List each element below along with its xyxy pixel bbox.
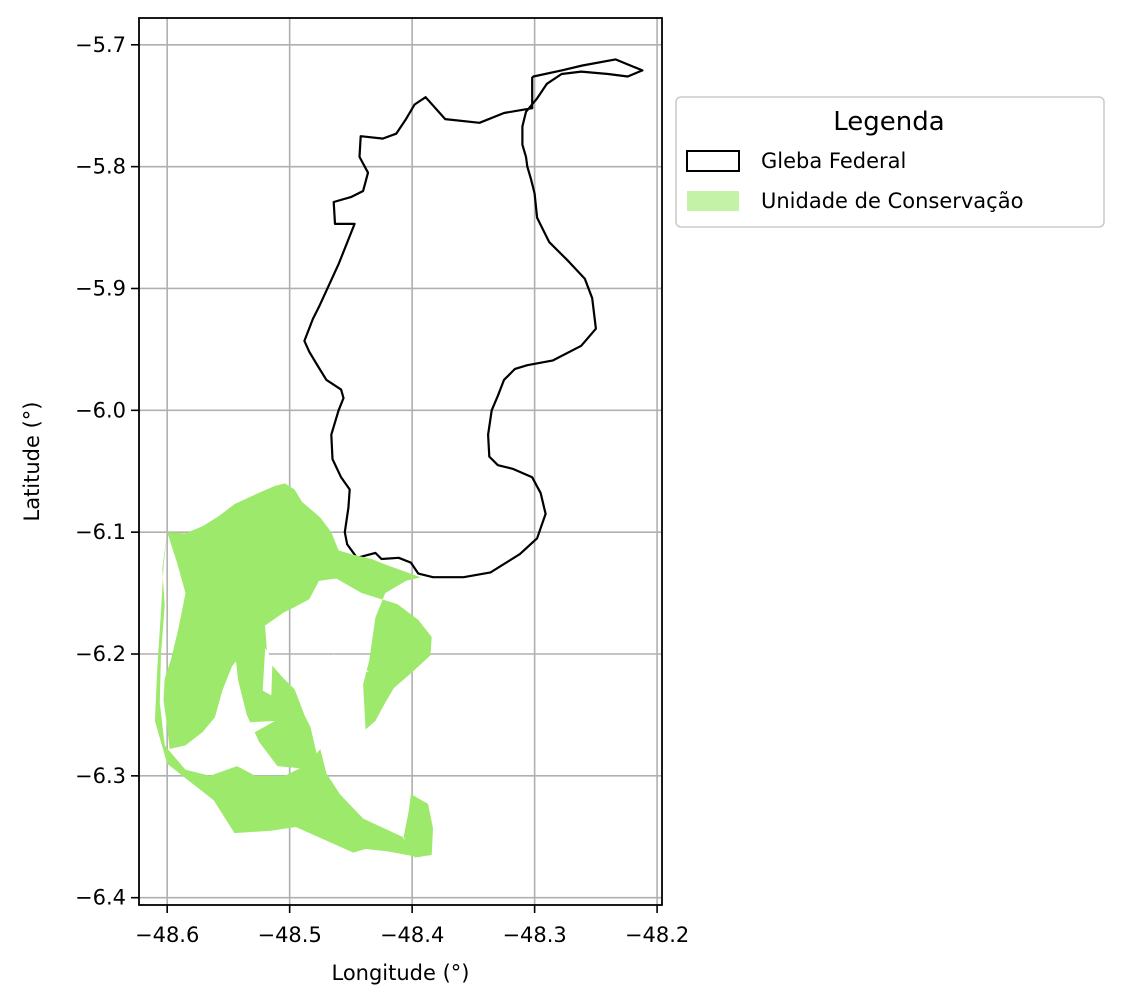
y-tick-label: −5.8	[75, 155, 126, 179]
map-layers	[154, 58, 644, 858]
y-tick-label: −6.0	[75, 398, 126, 422]
y-tick-label: −6.2	[75, 642, 126, 666]
legend: Legenda Gleba Federal Unidade de Conserva…	[675, 96, 1105, 228]
legend-entries: Gleba Federal Unidade de Conservação	[686, 149, 1023, 213]
y-tick-label: −6.3	[75, 764, 126, 788]
grid-lines	[139, 18, 662, 905]
x-axis-ticks: −48.6 −48.5 −48.4 −48.3 −48.2	[135, 905, 689, 947]
x-tick-label: −48.2	[625, 923, 689, 947]
polygon-2-1	[262, 647, 273, 696]
polygon-2-0	[228, 721, 275, 740]
legend-swatch-fill	[687, 191, 739, 211]
x-tick-label: −48.6	[135, 923, 199, 947]
layer-holes	[228, 647, 370, 740]
y-tick-label: −5.9	[75, 276, 126, 300]
legend-swatch-outline	[686, 150, 740, 172]
layer-unidade-de-conserva-o	[154, 483, 433, 858]
plot-frame	[138, 17, 663, 906]
y-tick-label: −5.7	[75, 33, 126, 57]
legend-entry-label: Unidade de Conservação	[761, 189, 1023, 213]
x-tick-label: −48.4	[380, 923, 444, 947]
polygon-1-0	[163, 483, 432, 749]
polygon-1-1	[154, 532, 421, 858]
legend-entry-label: Gleba Federal	[761, 149, 906, 173]
legend-box	[675, 96, 1105, 228]
x-tick-label: −48.5	[257, 923, 321, 947]
y-tick-label: −6.4	[75, 886, 126, 910]
polygon-0-0	[303, 58, 644, 579]
x-axis-label: Longitude (°)	[331, 961, 469, 985]
polygon-1-3	[403, 794, 433, 858]
y-axis-label: Latitude (°)	[20, 402, 44, 522]
polygon-2-2	[332, 654, 370, 673]
y-tick-label: −6.1	[75, 520, 126, 544]
x-tick-label: −48.3	[502, 923, 566, 947]
legend-title: Legenda	[833, 107, 944, 137]
layer-gleba-federal	[303, 58, 644, 579]
y-axis-ticks: −5.7 −5.8 −5.9 −6.0 −6.1 −6.2 −6.3 −6.4	[75, 33, 139, 910]
polygon-1-2	[234, 605, 319, 769]
